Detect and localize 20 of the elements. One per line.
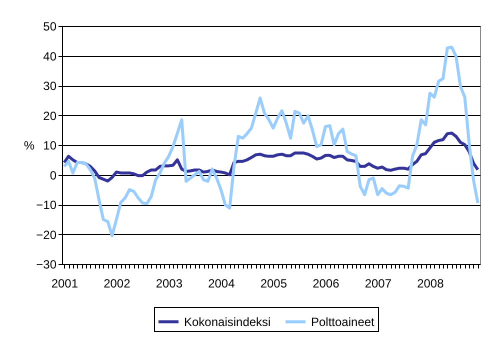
y-tick-label: 30 bbox=[43, 79, 57, 93]
x-tick-label: 2003 bbox=[156, 276, 183, 290]
x-tick-label: 2007 bbox=[364, 276, 392, 290]
y-tick-label: −10 bbox=[36, 198, 57, 212]
y-tick-label: 50 bbox=[43, 20, 57, 34]
legend-label: Kokonaisindeksi bbox=[184, 314, 271, 329]
x-tick-label: 2001 bbox=[51, 276, 78, 290]
y-tick-label: 0 bbox=[50, 168, 57, 182]
y-tick-label: −20 bbox=[36, 228, 57, 242]
y-tick-label: −30 bbox=[36, 258, 57, 272]
x-tick-label: 2006 bbox=[312, 276, 340, 290]
y-tick-label: 10 bbox=[43, 138, 57, 152]
y-tick-label: 20 bbox=[43, 108, 57, 123]
x-tick-label: 2008 bbox=[417, 276, 444, 290]
y-axis-title: % bbox=[24, 138, 35, 152]
x-tick-label: 2004 bbox=[208, 276, 236, 290]
y-tick-label: 40 bbox=[43, 49, 57, 64]
x-tick-label: 2005 bbox=[260, 276, 288, 290]
legend-label: Polttoaineet bbox=[311, 314, 376, 329]
x-tick-label: 2002 bbox=[104, 276, 131, 290]
